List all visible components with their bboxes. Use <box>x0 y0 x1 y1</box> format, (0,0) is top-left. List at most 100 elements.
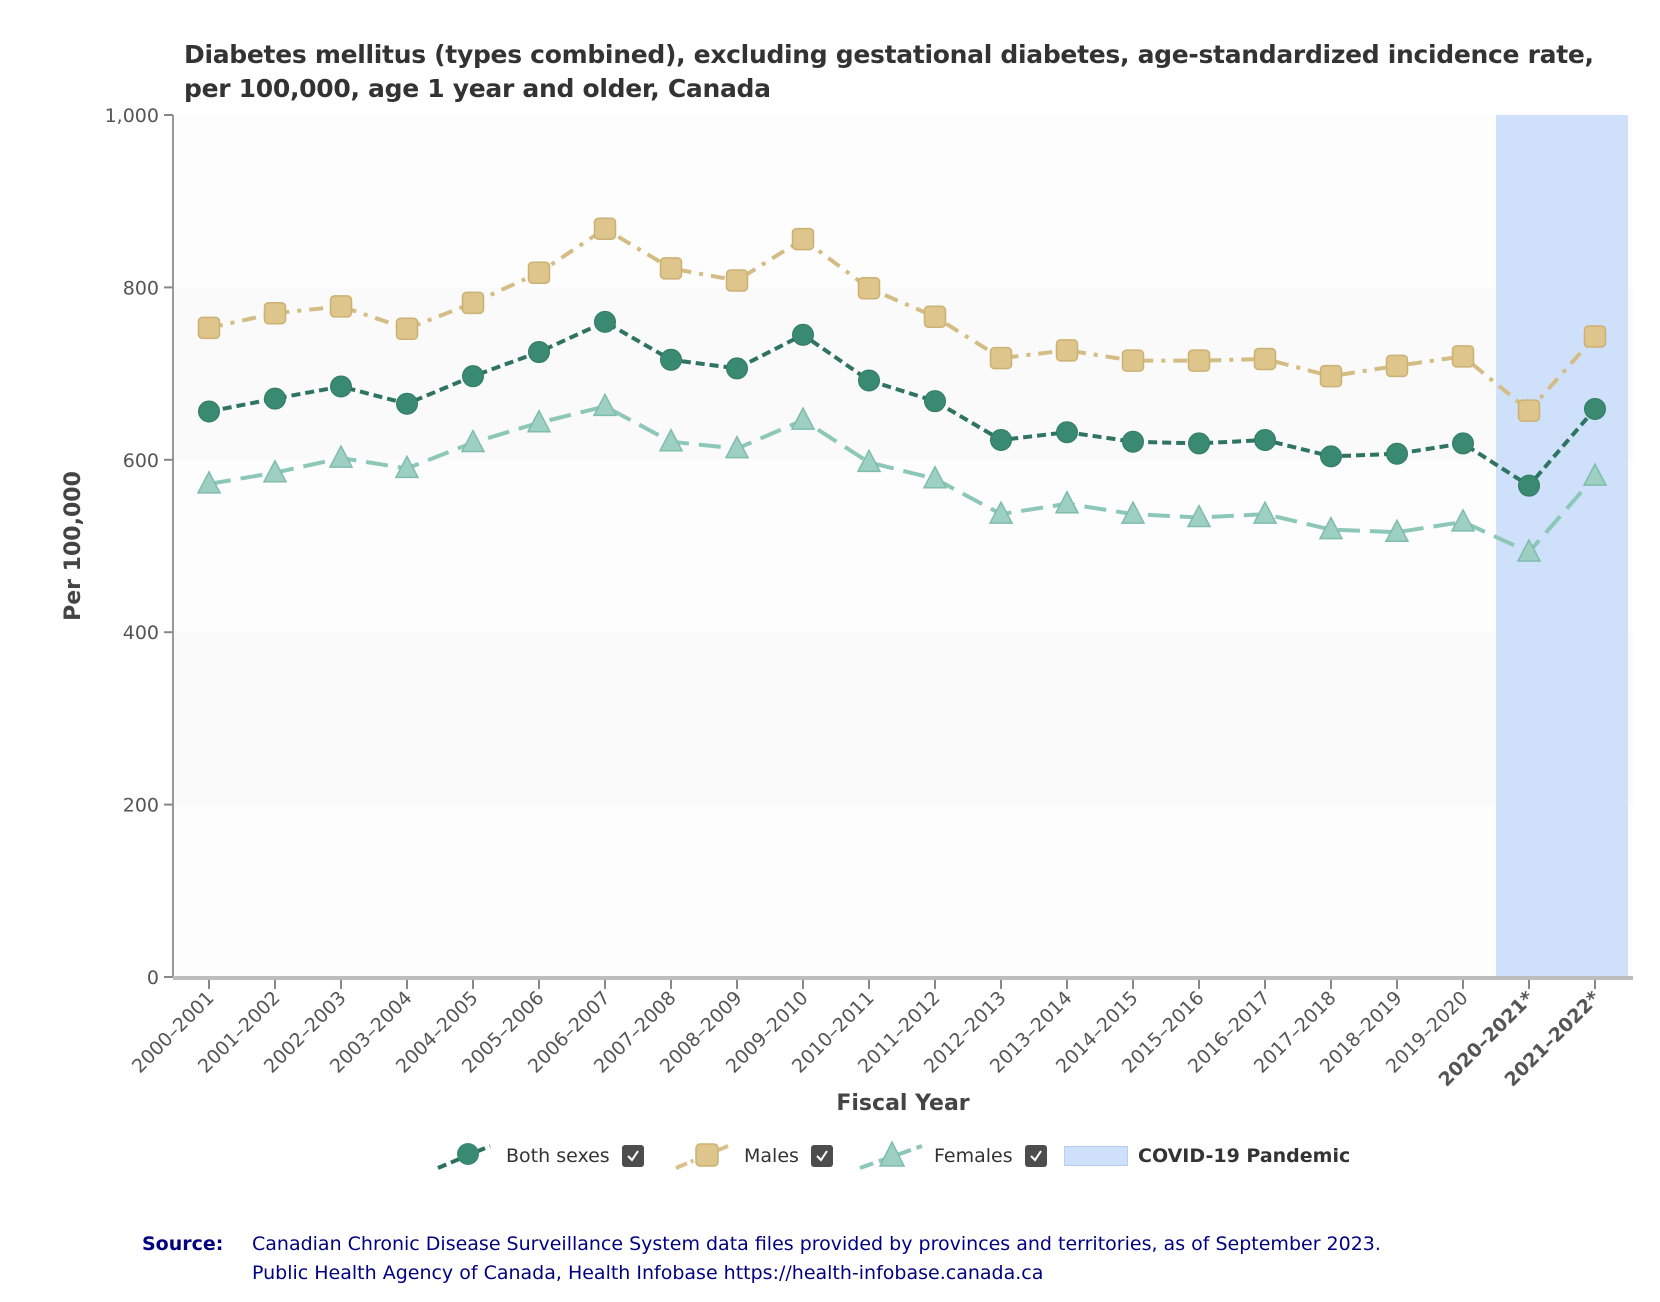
data-point-males <box>1319 364 1343 388</box>
data-point-females <box>1516 538 1542 562</box>
source-line-2: Public Health Agency of Canada, Health I… <box>252 1262 1044 1284</box>
data-point-males <box>725 269 749 292</box>
grid-band <box>173 287 1633 460</box>
data-point-females <box>1120 500 1146 524</box>
series-line-females <box>208 404 1597 555</box>
y-axis-title: Per 100,000 <box>61 471 86 621</box>
y-tick-label: 200 <box>123 795 159 817</box>
data-point-males <box>593 217 617 241</box>
x-tick-labels: 2000–20012001–20022002–20032003–20042004… <box>128 987 1605 1091</box>
data-point-males <box>659 257 683 280</box>
grid-bands <box>173 115 1633 977</box>
data-point-males <box>1187 349 1211 372</box>
data-point-females <box>988 500 1014 524</box>
data-point-males <box>263 302 287 325</box>
circle-marker-icon <box>437 1143 491 1170</box>
data-point-males <box>197 316 221 340</box>
data-point-females <box>196 470 222 494</box>
data-point-females <box>328 444 354 468</box>
data-point-females <box>658 428 684 452</box>
data-point-both-sexes <box>1056 421 1078 444</box>
data-point-males <box>1583 325 1607 348</box>
data-point-males <box>1055 339 1079 362</box>
data-point-both-sexes <box>1254 428 1276 451</box>
data-point-both-sexes <box>1518 474 1540 497</box>
data-point-both-sexes <box>726 357 748 380</box>
data-point-males <box>1451 345 1475 368</box>
legend-label: COVID-19 Pandemic <box>1138 1145 1351 1167</box>
series-lines <box>208 226 1597 555</box>
y-tick-label: 800 <box>123 277 159 299</box>
line-chart: 0 200 400 600 800 1,000 2000–20012001–2002200… <box>61 105 1633 1116</box>
shaded-regions <box>1496 115 1628 977</box>
grid-band <box>173 115 1633 288</box>
series-line-both-sexes <box>208 319 1597 489</box>
data-point-females <box>394 454 420 479</box>
data-point-both-sexes <box>264 387 286 410</box>
legend-item-both-sexes[interactable]: Both sexes <box>434 1138 644 1174</box>
y-tick-label: 400 <box>123 622 159 644</box>
data-point-both-sexes <box>528 341 550 364</box>
data-point-males <box>1517 399 1541 422</box>
data-point-both-sexes <box>396 392 418 415</box>
data-point-both-sexes <box>858 369 880 392</box>
shaded-region-swatch <box>1064 1146 1128 1166</box>
data-point-males <box>989 346 1013 370</box>
data-point-males <box>791 227 815 251</box>
triangle-marker-icon <box>859 1140 923 1170</box>
data-point-males <box>461 291 485 315</box>
data-point-females <box>1186 503 1212 528</box>
data-point-both-sexes <box>1584 397 1606 420</box>
data-point-females <box>790 406 816 430</box>
data-point-both-sexes <box>1452 432 1474 455</box>
legend-checkbox-males[interactable] <box>810 1145 833 1167</box>
data-point-both-sexes <box>198 400 220 423</box>
data-point-females <box>526 409 552 433</box>
data-point-females <box>856 448 882 473</box>
grid-band <box>173 632 1633 805</box>
series-markers <box>196 217 1608 562</box>
data-point-both-sexes <box>330 375 352 398</box>
data-point-males <box>1121 349 1145 372</box>
legend-item-females[interactable]: Females <box>856 1138 1047 1174</box>
legend-checkbox-females[interactable] <box>1024 1145 1047 1167</box>
legend-label: Females <box>934 1145 1013 1167</box>
grid-band <box>173 459 1633 633</box>
legend-checkbox-both-sexes[interactable] <box>621 1145 644 1167</box>
checkmark-icon <box>626 1150 639 1162</box>
legend-item-covid-19-pandemic: COVID-19 Pandemic <box>1064 1138 1350 1174</box>
data-point-both-sexes <box>924 390 946 413</box>
x-axis-title: Fiscal Year <box>836 1091 969 1116</box>
data-point-both-sexes <box>594 310 616 333</box>
data-point-both-sexes <box>792 323 814 346</box>
axes: 0 200 400 600 800 1,000 <box>105 105 1633 989</box>
data-point-females <box>1252 500 1278 524</box>
data-point-females <box>724 434 750 459</box>
data-point-females <box>262 459 288 483</box>
source-text: Canadian Chronic Disease Surveillance Sy… <box>252 1230 1652 1288</box>
data-point-females <box>1582 462 1608 486</box>
data-point-females <box>922 465 948 489</box>
data-point-females <box>1384 518 1410 542</box>
y-tick-label: 0 <box>147 967 159 989</box>
data-point-both-sexes <box>660 348 682 371</box>
series-line-males <box>208 226 1597 414</box>
legend-item-males[interactable]: Males <box>672 1138 833 1174</box>
data-point-males <box>1253 347 1277 371</box>
data-point-both-sexes <box>462 365 484 388</box>
checkmark-icon <box>816 1150 828 1162</box>
data-point-both-sexes <box>1320 445 1342 468</box>
source-line-1: Canadian Chronic Disease Surveillance Sy… <box>252 1233 1381 1255</box>
legend-label: Males <box>744 1145 799 1167</box>
checkmark-icon <box>1029 1150 1042 1162</box>
source-label: Source: <box>142 1233 224 1255</box>
chart-legend: Both sexes Males Females COVID-19 Pandem… <box>0 1138 1660 1174</box>
data-point-both-sexes <box>1122 430 1144 453</box>
data-point-females <box>1450 508 1476 532</box>
y-tick-label: 1,000 <box>105 105 159 127</box>
data-point-males <box>923 305 947 328</box>
square-marker-icon <box>675 1143 729 1170</box>
data-point-both-sexes <box>990 428 1012 451</box>
data-point-males <box>527 261 551 284</box>
legend-label: Both sexes <box>506 1145 610 1167</box>
